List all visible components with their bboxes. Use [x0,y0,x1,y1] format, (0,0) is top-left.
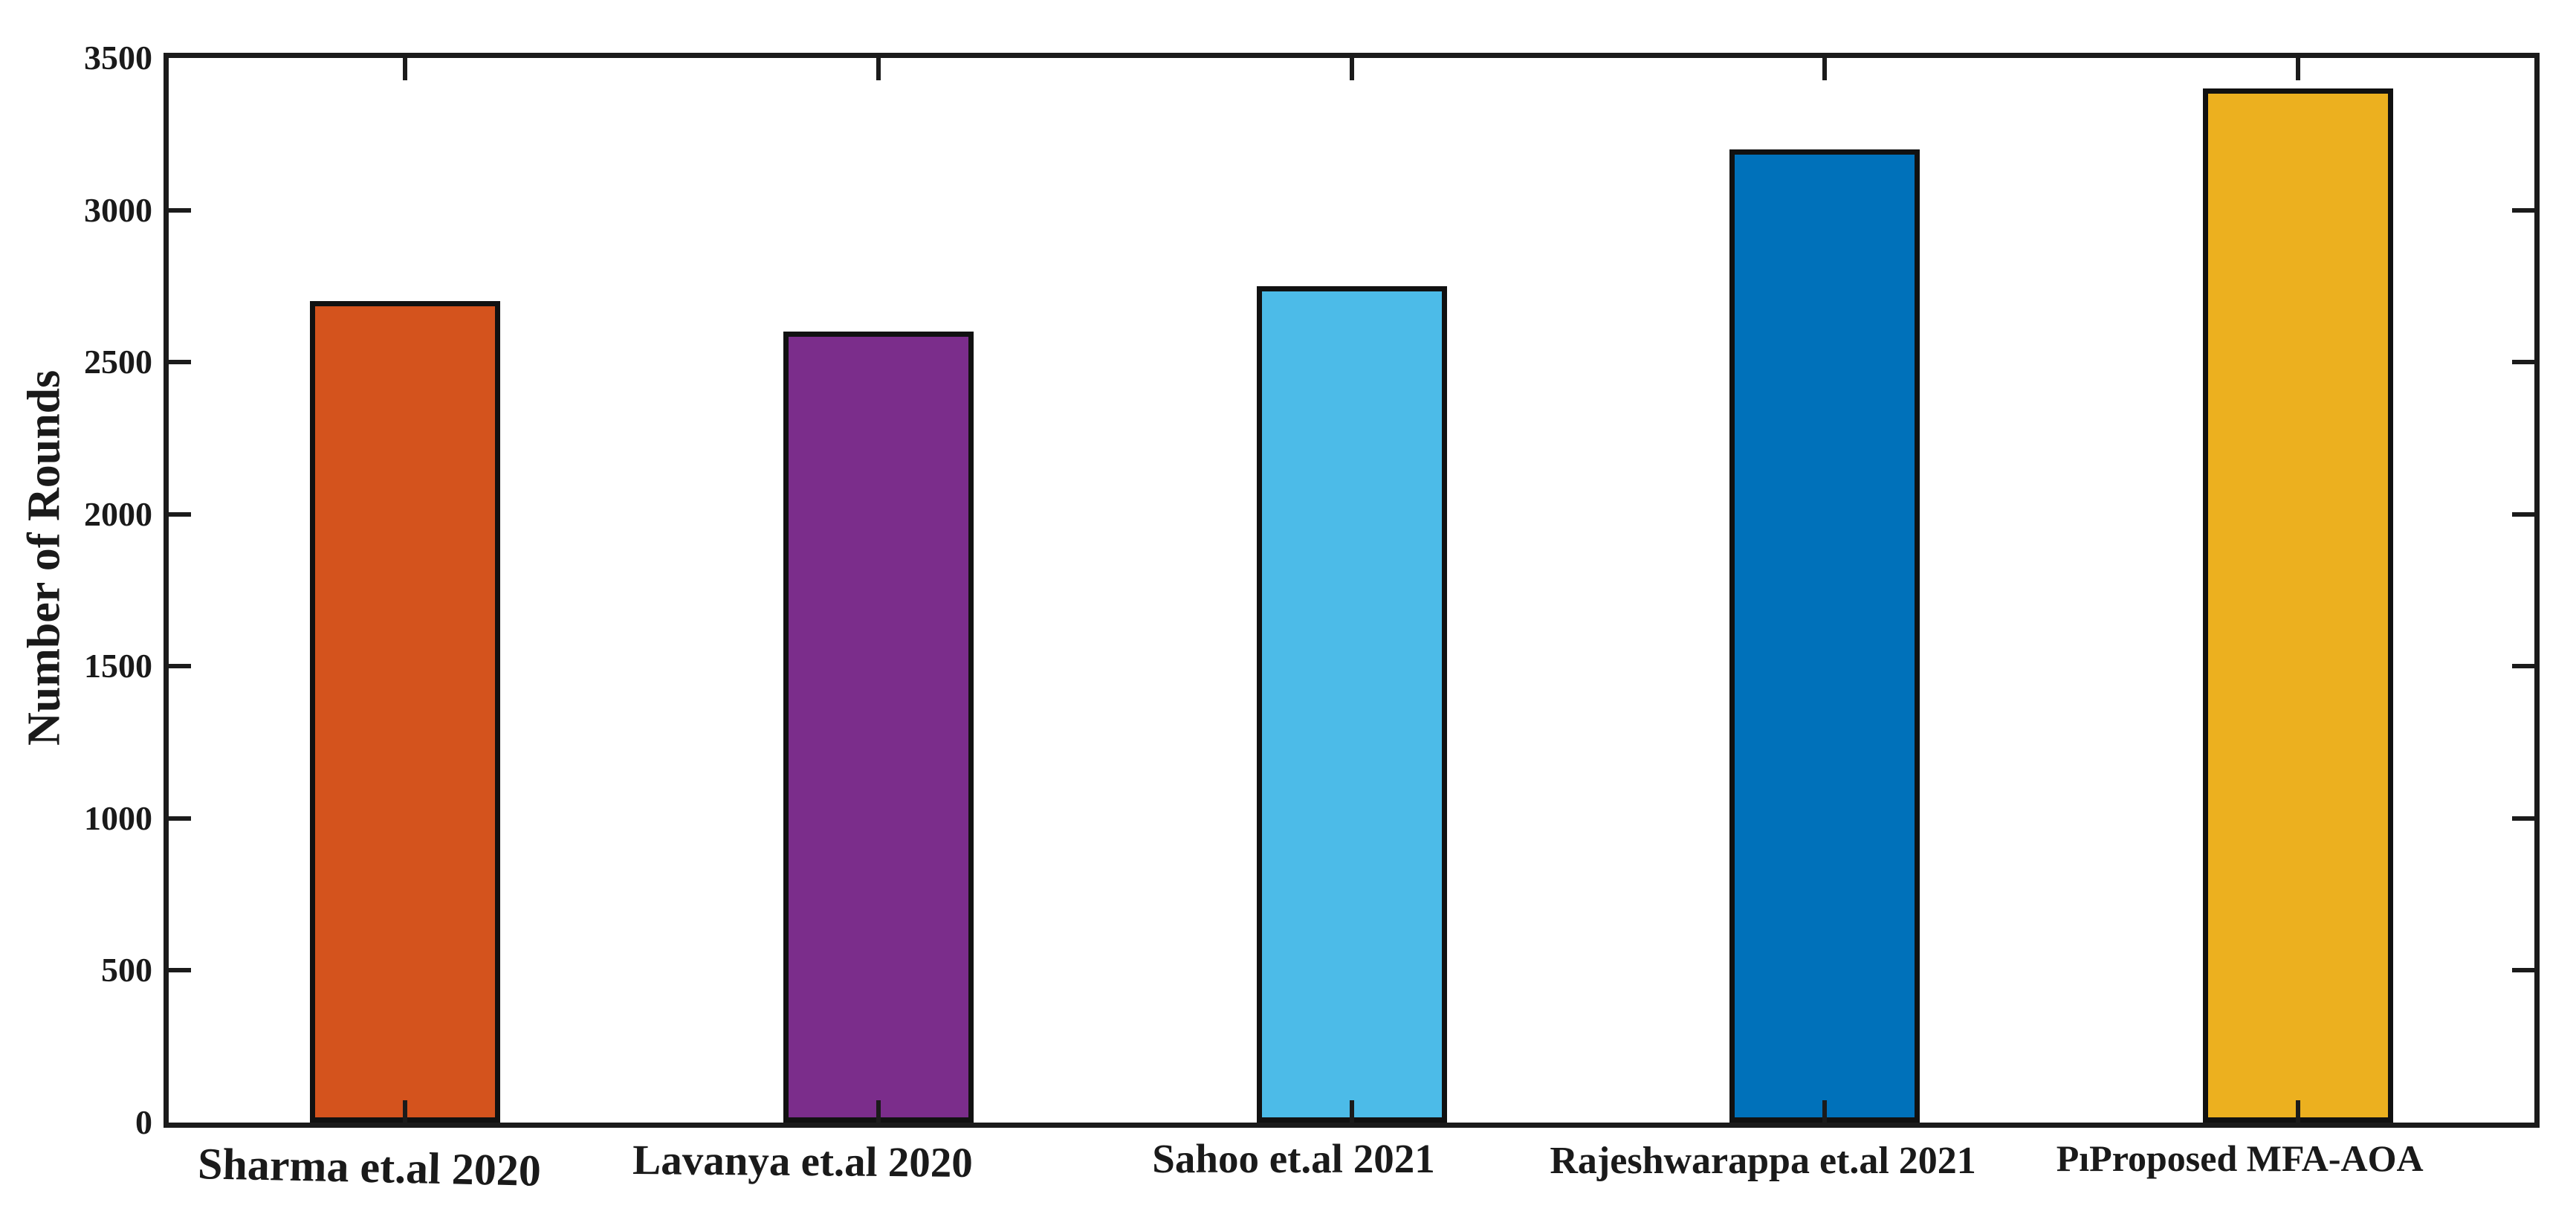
y-tick-label: 1000 [84,798,152,837]
y-tick-right [2512,664,2534,669]
bar-sahoo-et-al-2021 [1256,285,1447,1123]
bar-lavanya-et-al-2020 [783,332,974,1123]
bar-rajeshwarappa-et-al-2021 [1729,149,1920,1123]
y-tick-left [169,207,191,213]
y-tick-right [2512,511,2534,517]
y-tick-left [169,511,191,517]
x-tick-label: Sharma et.al 2020 [197,1139,542,1195]
x-tick-bottom [1349,1100,1354,1123]
x-tick-label: Rajeshwarappa et.al 2021 [1550,1140,1976,1182]
x-tick-bottom [403,1100,408,1123]
y-tick-label: 3500 [84,39,152,77]
y-tick-label: 2000 [84,494,152,533]
y-tick-left [169,360,191,365]
y-tick-right [2512,360,2534,365]
y-tick-label: 3000 [84,190,152,229]
bar-sharma-et-al-2020 [310,301,501,1123]
y-tick-label: 500 [101,951,152,989]
y-tick-label: 2500 [84,343,152,381]
x-tick-top [1822,58,1828,80]
x-tick-label: Sahoo et.al 2021 [1152,1136,1435,1181]
x-tick-label: Lavanya et.al 2020 [632,1137,973,1186]
y-tick-left [169,968,191,973]
x-tick-bottom [876,1100,881,1123]
x-tick-top [876,58,881,80]
x-tick-bottom [1822,1100,1828,1123]
y-tick-right [2512,968,2534,973]
x-tick-top [1349,58,1354,80]
x-tick-top [2295,58,2300,80]
y-tick-label: 1500 [84,647,152,685]
x-tick-top [403,58,408,80]
y-tick-left [169,816,191,821]
y-tick-right [2512,207,2534,213]
y-tick-left [169,664,191,669]
y-axis-title: Number of Rounds [19,369,70,746]
y-tick-label: 0 [135,1103,152,1141]
bar-p-proposed-mfa-aoa [2202,88,2393,1123]
x-tick-bottom [2295,1100,2300,1123]
x-tick-label: PıProposed MFA-AOA [2056,1137,2424,1179]
y-tick-right [2512,816,2534,821]
